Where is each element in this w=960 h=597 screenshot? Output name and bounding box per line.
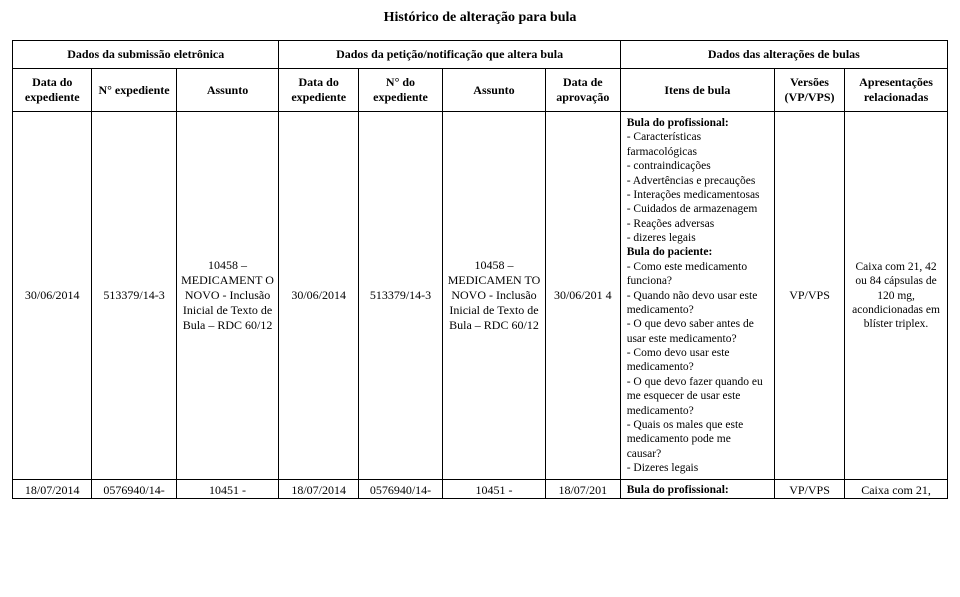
cell-pet-aprov: 18/07/201 [545,480,620,499]
col-pet-aprov: Data de aprovação [545,69,620,112]
cell-pet-assunto: 10458 – MEDICAMEN TO NOVO - Inclusão Ini… [443,112,546,480]
cell-versoes: VP/VPS [774,112,844,480]
table-row: 18/07/2014 0576940/14- 10451 - 18/07/201… [13,480,948,499]
cell-apres: Caixa com 21, [845,480,948,499]
list-item: - Advertências e precauções [627,174,768,188]
section-submission: Dados da submissão eletrônica [13,41,279,69]
cell-sub-assunto: 10458 – MEDICAMENT O NOVO - Inclusão Ini… [176,112,279,480]
col-pet-n: N° do expediente [358,69,442,112]
itens-prof-title: Bula do profissional: [627,117,729,129]
column-header-row: Data do expediente N° expediente Assunto… [13,69,948,112]
cell-apres: Caixa com 21, 42 ou 84 cápsulas de 120 m… [845,112,948,480]
list-item: - Características farmacológicas [627,130,768,159]
section-header-row: Dados da submissão eletrônica Dados da p… [13,41,948,69]
cell-pet-assunto: 10451 - [443,480,546,499]
itens-pac-title: Bula do paciente: [627,246,713,258]
table-row: 30/06/2014 513379/14-3 10458 – MEDICAMEN… [13,112,948,480]
col-alt-itens: Itens de bula [620,69,774,112]
cell-itens: Bula do profissional: [620,480,774,499]
section-petition: Dados da petição/notificação que altera … [279,41,620,69]
list-item: - Interações medicamentosas [627,188,768,202]
cell-sub-n: 513379/14-3 [92,112,176,480]
col-alt-versoes: Versões (VP/VPS) [774,69,844,112]
col-pet-data: Data do expediente [279,69,358,112]
col-alt-apres: Apresentações relacionadas [845,69,948,112]
page-title: Histórico de alteração para bula [12,10,948,26]
list-item: - Reações adversas [627,217,768,231]
cell-sub-data: 18/07/2014 [13,480,92,499]
list-item: - Dizeres legais [627,461,768,475]
cell-pet-data: 18/07/2014 [279,480,358,499]
list-item: - Quais os males que este medicamento po… [627,418,768,461]
list-item: - Cuidados de armazenagem [627,202,768,216]
cell-sub-assunto: 10451 - [176,480,279,499]
section-alterations: Dados das alterações de bulas [620,41,947,69]
itens-prof-list: - Características farmacológicas- contra… [627,130,768,245]
list-item: - Como devo usar este medicamento? [627,346,768,375]
cell-sub-data: 30/06/2014 [13,112,92,480]
cell-itens: Bula do profissional: - Características … [620,112,774,480]
col-sub-data: Data do expediente [13,69,92,112]
col-sub-n: N° expediente [92,69,176,112]
history-table: Dados da submissão eletrônica Dados da p… [12,40,948,499]
col-sub-assunto: Assunto [176,69,279,112]
list-item: - dizeres legais [627,231,768,245]
cell-pet-n: 0576940/14- [358,480,442,499]
cell-versoes: VP/VPS [774,480,844,499]
cell-pet-n: 513379/14-3 [358,112,442,480]
cell-sub-n: 0576940/14- [92,480,176,499]
list-item: - O que devo fazer quando eu me esquecer… [627,375,768,418]
list-item: - Como este medicamento funciona? [627,260,768,289]
list-item: - Quando não devo usar este medicamento? [627,289,768,318]
list-item: - O que devo saber antes de usar este me… [627,317,768,346]
col-pet-assunto: Assunto [443,69,546,112]
cell-pet-data: 30/06/2014 [279,112,358,480]
itens-pac-list: - Como este medicamento funciona?- Quand… [627,260,768,476]
cell-pet-aprov: 30/06/201 4 [545,112,620,480]
list-item: - contraindicações [627,159,768,173]
